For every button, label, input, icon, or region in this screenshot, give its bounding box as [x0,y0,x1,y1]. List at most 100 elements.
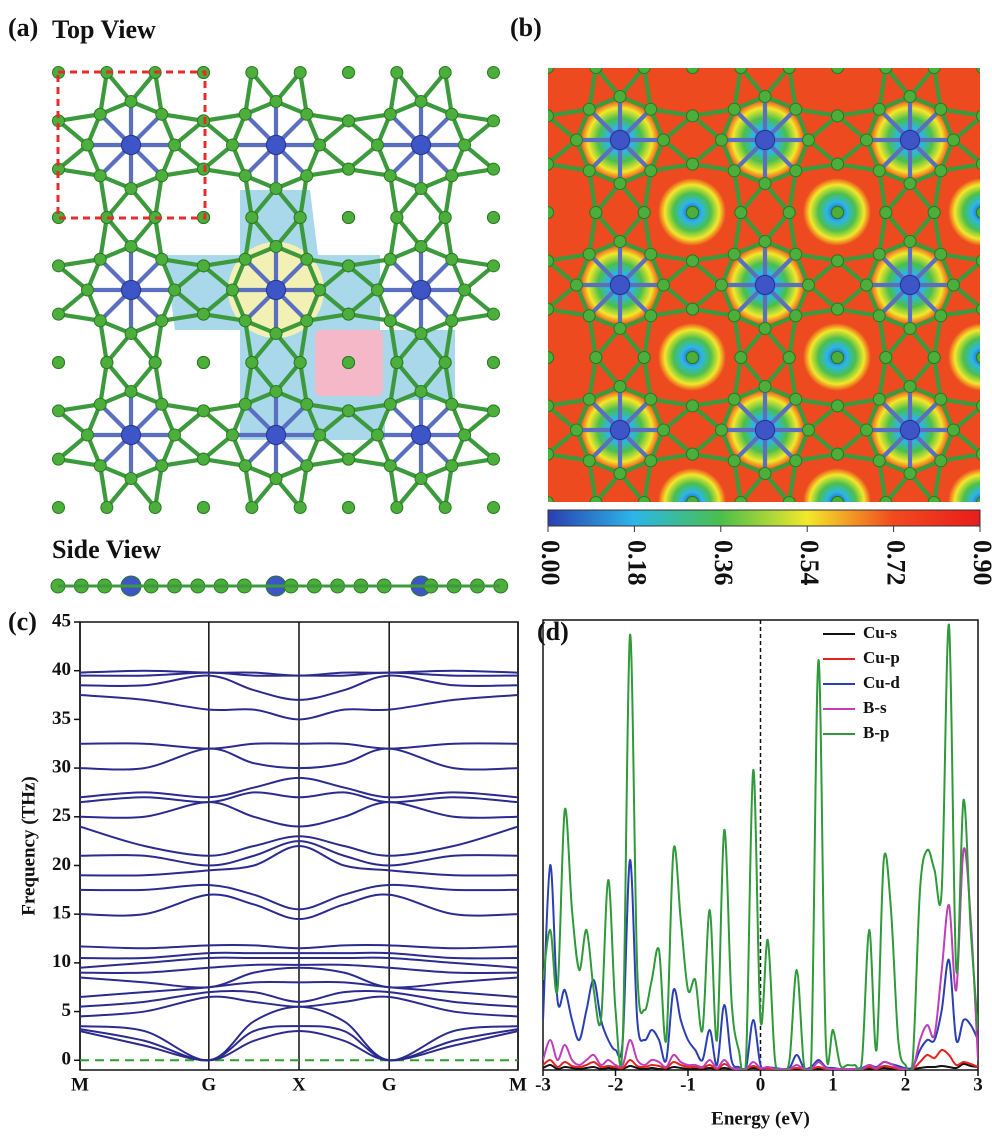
cu-atom [265,424,287,446]
cu-atom [609,274,631,296]
b-atom [548,109,554,123]
b-atom [390,211,404,224]
elf-spot [948,178,980,246]
b-atom [879,496,893,502]
b-atom [93,314,107,328]
bond [877,68,888,110]
b-atom [487,66,500,79]
series-line [80,883,518,911]
b-atom [238,397,252,411]
b-atom [927,206,941,219]
b-atom [168,138,181,152]
cu-atom [410,134,432,156]
bond [203,257,246,268]
b-atom [238,169,252,183]
b-atom [589,351,603,364]
x-tick-label: M [509,1074,527,1095]
bond [153,362,164,405]
b-atom [727,247,741,261]
bond [940,107,980,118]
b-atom [438,66,452,79]
b-atom [831,68,844,74]
bond [548,252,590,263]
bond [787,460,798,502]
bond [642,68,653,110]
b-atom [686,68,699,74]
b-atom [613,90,627,103]
b-atom [269,240,283,253]
bond [58,457,101,468]
b-atom [570,423,583,437]
b-atom [802,133,815,147]
series-line [80,801,518,828]
b-atom [293,356,307,369]
bond [348,112,391,123]
b-atom [52,501,65,514]
bond [692,107,735,118]
bond [153,465,164,508]
bond [795,452,838,463]
bond [650,307,693,318]
b-atom [860,133,873,147]
bond [451,312,494,323]
b-atom [342,162,355,176]
bond [98,320,109,363]
b-atom [487,501,500,514]
b-atom [93,459,107,473]
b-atom [414,472,428,485]
b-atom [197,356,210,369]
b-atom [313,283,326,297]
colorbar-label: 0.90 [968,540,992,586]
bond [877,460,888,502]
series-line [80,825,518,857]
b-atom [860,423,873,437]
panel-label: (d) [537,617,569,646]
b-atom [879,68,893,74]
bond [692,307,735,318]
series-line [80,963,518,974]
x-tick-label: 1 [828,1074,838,1095]
bond [940,252,980,263]
bond [153,320,164,363]
b-atom [81,428,94,442]
series-line [80,966,518,989]
b-atom [872,309,886,323]
bond [692,162,735,173]
b-atom [548,157,554,171]
b-atom [976,206,980,219]
elf-spot [658,468,726,502]
bond [642,212,653,255]
b-atom [445,169,459,183]
b-atom [802,423,815,437]
bond [692,397,735,408]
b-atom [872,454,886,468]
y-tick-label: 5 [62,1000,72,1021]
b-atom [872,247,886,261]
b-atom [313,138,326,152]
b-atom [570,278,583,292]
b-atom [124,95,138,108]
b-atom [383,397,397,411]
b-atom [934,247,948,261]
b-atom [155,169,169,183]
cu-atom [120,134,142,156]
b-atom [686,447,699,461]
bond [650,162,693,173]
b-atom [976,399,980,412]
b-atom [789,454,803,468]
b-atom [487,307,500,321]
b-atom [782,68,796,74]
y-axis-label: Frequency (THz) [18,776,39,916]
y-tick-label: 30 [52,756,71,777]
dos-chart: (d) -3 -2 -1 0 1 2 3 Energy (eV) Cu-s Cu-p Cu-d B-s B… [535,617,983,1129]
series-line [543,623,978,1070]
b-atom [548,254,554,268]
b-atom [734,351,748,364]
bond [243,465,254,508]
b-atom [934,454,948,468]
colorbar-label: 0.72 [882,540,911,586]
b-atom [383,314,397,328]
b-atom [390,66,404,79]
bond [443,362,454,405]
